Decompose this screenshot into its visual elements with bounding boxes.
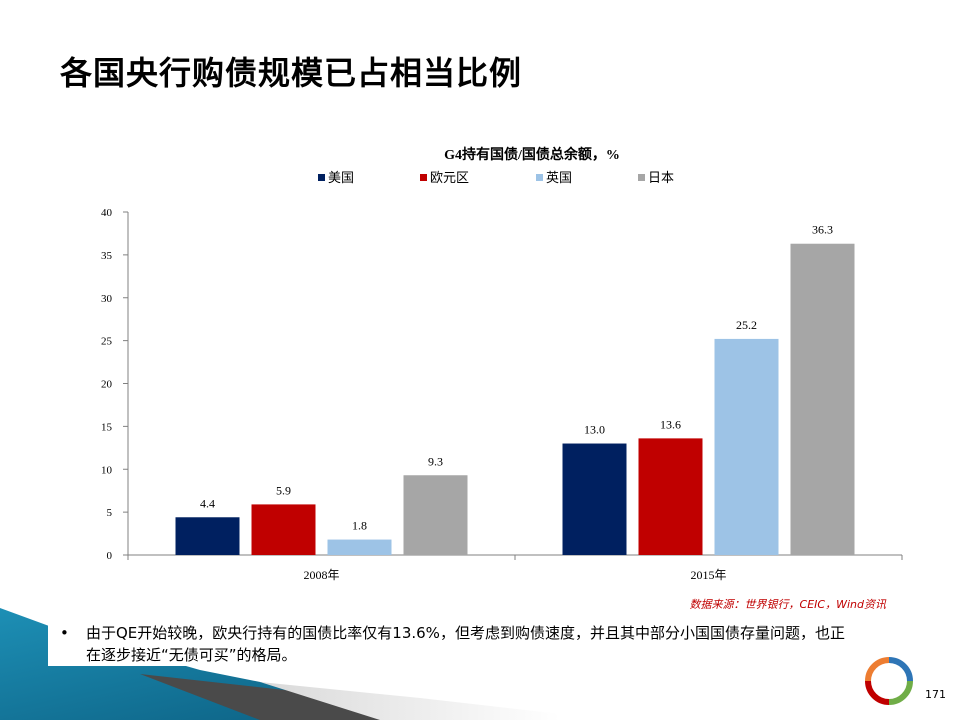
legend-label: 欧元区 <box>430 171 469 186</box>
bullet-text-block: • 由于QE开始较晚，欧央行持有的国债比率仅有13.6%，但考虑到购债速度，并且… <box>48 622 848 666</box>
bullet-text: 由于QE开始较晚，欧央行持有的国债比率仅有13.6%，但考虑到购债速度，并且其中… <box>86 624 845 664</box>
y-tick-label: 15 <box>101 421 113 433</box>
decorative-wave <box>0 608 560 720</box>
y-tick-label: 35 <box>101 250 113 262</box>
chart-data-labels: 4.4 5.9 1.8 9.3 13.0 13.6 25.2 36.3 <box>200 223 833 533</box>
bar-data-label: 9.3 <box>428 454 443 468</box>
bar-data-label: 5.9 <box>276 483 291 497</box>
y-tick-label: 0 <box>107 550 113 562</box>
bar-data-label: 13.0 <box>584 423 605 437</box>
bar <box>562 443 627 555</box>
legend-swatch <box>536 174 543 181</box>
y-tick-label: 30 <box>101 293 113 305</box>
legend-label: 美国 <box>328 171 354 186</box>
legend-label: 日本 <box>648 171 674 186</box>
y-tick-label: 20 <box>101 379 113 391</box>
x-category-label: 2008年 <box>303 568 339 582</box>
chart-legend: 美国 欧元区 英国 日本 <box>318 171 674 186</box>
bar-data-label: 36.3 <box>812 223 833 237</box>
bar <box>714 338 779 555</box>
bar <box>327 539 392 555</box>
bar-chart: G4持有国债/国债总余额，% 美国 欧元区 英国 日本 0 5 10 15 20 25 30 35 4… <box>101 146 903 582</box>
legend-swatch <box>318 174 325 181</box>
x-category-label: 2015年 <box>690 568 726 582</box>
bar-data-label: 1.8 <box>352 519 367 533</box>
source-note: 数据来源：世界银行，CEIC，Wind资讯 <box>689 598 886 611</box>
bullet-marker: • <box>60 624 69 642</box>
page-number: 171 <box>925 688 946 701</box>
bar <box>790 243 855 556</box>
bar <box>175 517 240 555</box>
bar <box>251 504 316 555</box>
bar-data-label: 25.2 <box>736 318 757 332</box>
chart-bars <box>175 243 855 556</box>
bar-data-label: 13.6 <box>660 417 681 431</box>
bar-data-label: 4.4 <box>200 496 215 510</box>
company-logo-icon <box>865 657 913 705</box>
bar <box>403 475 468 555</box>
y-tick-label: 40 <box>101 207 113 219</box>
slide-title: 各国央行购债规模已占相当比例 <box>60 54 523 92</box>
y-tick-label: 10 <box>101 464 113 476</box>
y-tick-label: 5 <box>107 507 113 519</box>
chart-title: G4持有国债/国债总余额，% <box>444 146 620 163</box>
legend-swatch <box>638 174 645 181</box>
legend-swatch <box>420 174 427 181</box>
legend-label: 英国 <box>546 171 572 186</box>
y-tick-label: 25 <box>101 336 113 348</box>
bar <box>638 438 703 555</box>
